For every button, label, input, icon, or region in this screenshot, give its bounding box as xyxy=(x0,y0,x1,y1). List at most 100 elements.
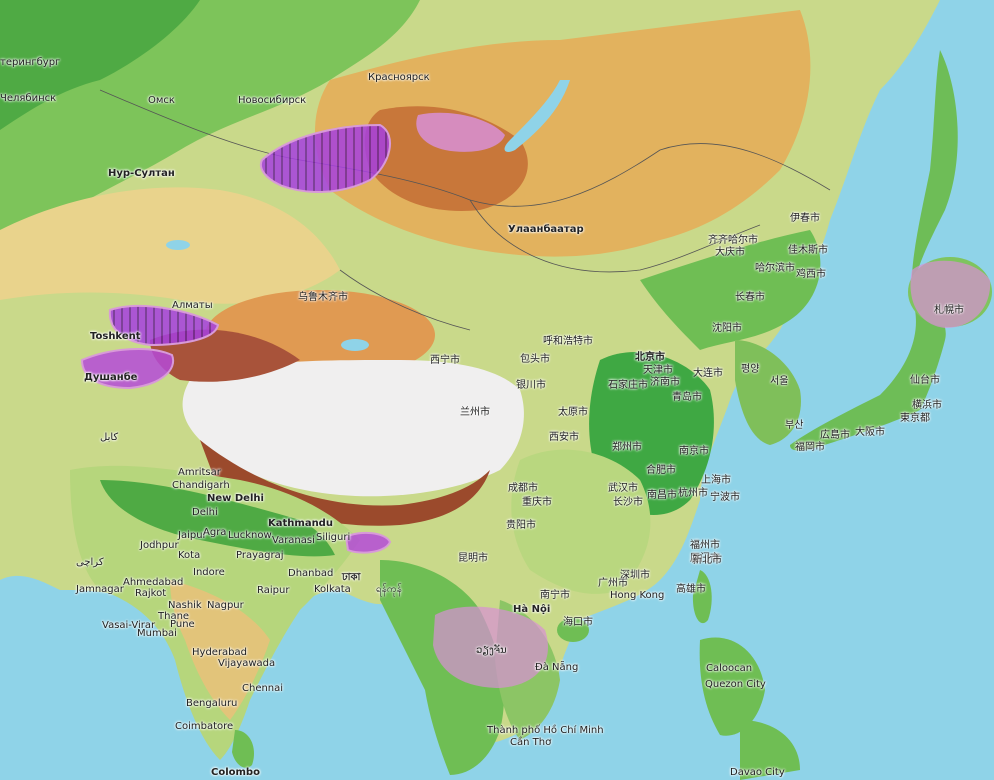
city-label[interactable]: 兰州市 xyxy=(460,407,490,418)
city-label[interactable]: 高雄市 xyxy=(676,584,706,595)
city-label[interactable]: 石家庄市 xyxy=(608,380,648,391)
city-label[interactable]: 평양 xyxy=(741,364,760,375)
city-label[interactable]: 厦门市 xyxy=(690,553,720,564)
city-label[interactable]: 太原市 xyxy=(558,407,588,418)
city-label[interactable]: 济南市 xyxy=(650,377,680,388)
capital-label[interactable]: Kathmandu xyxy=(268,518,333,529)
city-label[interactable]: 大连市 xyxy=(693,368,723,379)
capital-label[interactable]: ঢাকা xyxy=(342,572,361,583)
capital-label[interactable]: Нур-Султан xyxy=(108,168,175,179)
city-label[interactable]: 鸡西市 xyxy=(796,269,826,280)
city-label[interactable]: Lucknow xyxy=(228,530,272,541)
city-label[interactable]: Indore xyxy=(193,567,225,578)
city-label[interactable]: 福岡市 xyxy=(795,442,825,453)
capital-label[interactable]: Colombo xyxy=(211,767,260,778)
city-label[interactable]: 杭州市 xyxy=(678,488,708,499)
city-label[interactable]: Agra xyxy=(203,527,227,538)
capital-label[interactable]: Hà Nội xyxy=(513,604,551,615)
city-label[interactable]: 佳木斯市 xyxy=(788,245,828,256)
city-label[interactable]: 부산 xyxy=(785,420,804,431)
city-label[interactable]: Siliguri xyxy=(316,532,351,543)
capital-label[interactable]: Улаанбаатар xyxy=(508,224,584,235)
city-label[interactable]: 広島市 xyxy=(820,430,850,441)
city-label[interactable]: Hyderabad xyxy=(192,647,247,658)
city-label[interactable]: 宁波市 xyxy=(710,492,740,503)
city-label[interactable]: Coimbatore xyxy=(175,721,234,732)
city-label[interactable]: 长沙市 xyxy=(613,497,643,508)
city-label[interactable]: Thane xyxy=(158,611,190,622)
city-label[interactable]: 呼和浩特市 xyxy=(543,336,593,347)
city-label[interactable]: 横浜市 xyxy=(912,400,942,411)
city-label[interactable]: Kolkata xyxy=(314,584,351,595)
city-label[interactable]: 海口市 xyxy=(563,617,593,628)
city-label[interactable]: 上海市 xyxy=(701,475,731,486)
city-label[interactable]: 仙台市 xyxy=(910,375,940,386)
city-label[interactable]: Nagpur xyxy=(207,600,244,611)
city-label[interactable]: Kota xyxy=(178,550,201,561)
city-label[interactable]: 成都市 xyxy=(508,483,538,494)
city-label[interactable]: کراچی xyxy=(76,557,104,568)
capital-label[interactable]: Toshkent xyxy=(90,331,141,342)
city-label[interactable]: Mumbai xyxy=(137,628,177,639)
city-label[interactable]: 贵阳市 xyxy=(506,520,536,531)
city-label[interactable]: Varanasi xyxy=(272,535,315,546)
city-label[interactable]: 包头市 xyxy=(520,354,550,365)
city-label[interactable]: 南宁市 xyxy=(540,590,570,601)
city-label[interactable]: 合肥市 xyxy=(646,465,676,476)
city-label[interactable]: کابل xyxy=(100,432,119,443)
city-label[interactable]: Pune xyxy=(170,619,195,630)
city-label[interactable]: Ahmedabad xyxy=(123,577,184,588)
city-label[interactable]: Cần Thơ xyxy=(510,737,552,748)
city-label[interactable]: Алматы xyxy=(172,300,213,311)
city-label[interactable]: Челябинск xyxy=(0,93,57,104)
city-label[interactable]: 伊春市 xyxy=(790,213,820,224)
city-label[interactable]: Rajkot xyxy=(135,588,167,599)
city-label[interactable]: Jaipur xyxy=(178,530,207,541)
city-label[interactable]: Hong Kong xyxy=(610,590,665,601)
city-label[interactable]: Chennai xyxy=(242,683,284,694)
city-label[interactable]: ရန်ကုန် xyxy=(376,584,402,595)
city-label[interactable]: 哈尔滨市 xyxy=(755,263,795,274)
city-label[interactable]: 广州市 xyxy=(598,578,628,589)
city-label[interactable]: 札幌市 xyxy=(934,305,964,316)
city-label[interactable]: Jodhpur xyxy=(140,540,179,551)
city-label[interactable]: Davao City xyxy=(730,767,785,778)
capital-label[interactable]: ວຽງຈັນ xyxy=(476,645,507,656)
city-label[interactable]: 서울 xyxy=(770,376,789,387)
city-label[interactable]: 西宁市 xyxy=(430,355,460,366)
city-label[interactable]: 西安市 xyxy=(549,432,579,443)
capital-label[interactable]: New Delhi xyxy=(207,493,264,504)
city-label[interactable]: 沈阳市 xyxy=(712,323,742,334)
city-label[interactable]: Новосибирск xyxy=(238,95,307,106)
city-label[interactable]: Dhanbad xyxy=(288,568,334,579)
city-label[interactable]: Amritsar xyxy=(178,467,221,478)
city-label[interactable]: 大庆市 xyxy=(715,247,745,258)
city-label[interactable]: 重庆市 xyxy=(522,497,552,508)
city-label[interactable]: Caloocan xyxy=(706,663,753,674)
city-label[interactable]: 天津市 xyxy=(643,365,673,376)
city-label[interactable]: Vasai-Virar xyxy=(102,620,156,631)
city-label[interactable]: 南京市 xyxy=(679,446,709,457)
city-label[interactable]: 银川市 xyxy=(516,380,546,391)
city-label[interactable]: 长春市 xyxy=(735,292,765,303)
city-label[interactable]: 新北市 xyxy=(692,555,722,566)
city-label[interactable]: Đà Nẵng xyxy=(535,662,579,673)
city-label[interactable]: Chandigarh xyxy=(172,480,230,491)
city-label[interactable]: 南昌市 xyxy=(647,490,677,501)
city-label[interactable]: 深圳市 xyxy=(620,570,650,581)
city-label[interactable]: Jamnagar xyxy=(76,584,124,595)
city-label[interactable]: Quezon City xyxy=(705,679,766,690)
city-label[interactable]: 福州市 xyxy=(690,540,720,551)
city-label[interactable]: Омск xyxy=(148,95,175,106)
city-label[interactable]: Nashik xyxy=(168,600,202,611)
city-label[interactable]: Bengaluru xyxy=(186,698,238,709)
city-label[interactable]: Красноярск xyxy=(368,72,430,83)
city-label[interactable]: 乌鲁木齐市 xyxy=(298,292,348,303)
city-label[interactable]: 郑州市 xyxy=(612,442,642,453)
city-label[interactable]: терингбург xyxy=(0,57,61,68)
city-label[interactable]: Thành phố Hồ Chí Minh xyxy=(487,725,604,736)
city-label[interactable]: Delhi xyxy=(192,507,218,518)
city-label[interactable]: Prayagraj xyxy=(236,550,284,561)
city-label[interactable]: Raipur xyxy=(257,585,290,596)
city-label[interactable]: 武汉市 xyxy=(608,483,638,494)
